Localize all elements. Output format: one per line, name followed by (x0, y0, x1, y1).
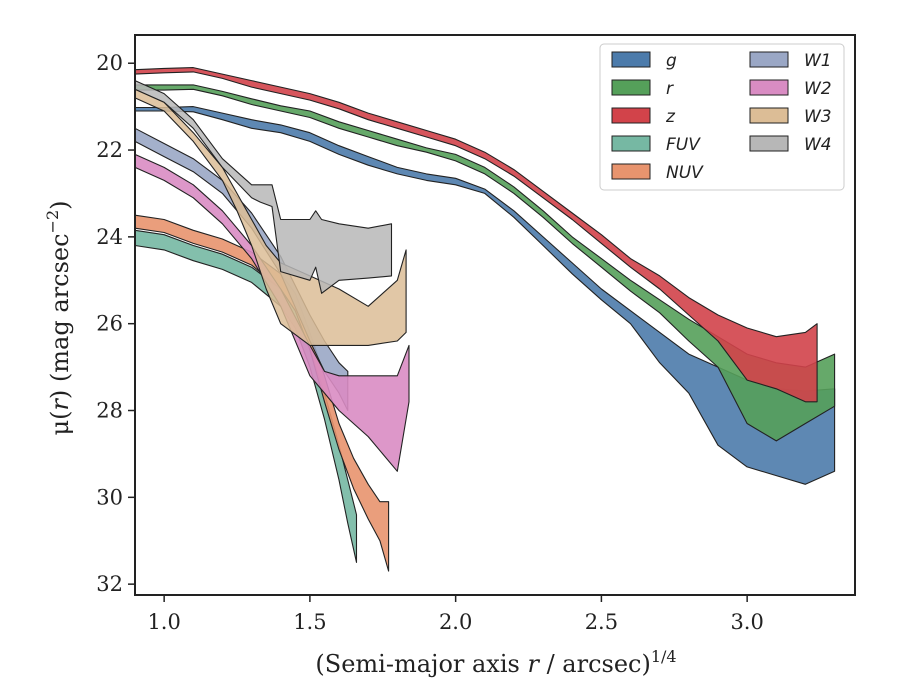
y-tick-label: 24 (96, 225, 123, 249)
x-tick-label: 2.0 (439, 610, 472, 634)
series-band-g (134, 106, 836, 485)
series-band-w4 (134, 80, 393, 294)
legend-swatch-w2 (749, 79, 789, 96)
legend-swatch-g (611, 51, 651, 68)
plot-frame (134, 34, 856, 596)
y-tick-label: 32 (96, 572, 123, 596)
legend-label-nuv: NUV (666, 163, 704, 183)
legend-label-w1: W1 (804, 51, 832, 71)
y-tick-label: 30 (96, 485, 123, 509)
y-tick-label: 22 (96, 138, 123, 162)
x-axis-label: (Semi-major axis r / arcsec)1/4 (315, 647, 676, 678)
series-band-z (134, 67, 818, 403)
legend-label-w4: W4 (804, 135, 832, 155)
legend-label-z: z (665, 107, 676, 127)
legend-label-g: g (666, 51, 677, 71)
y-axis: 20 22 24 26 28 30 32 (96, 51, 135, 596)
legend-label-r: r (666, 79, 674, 99)
legend-label-w3: W3 (804, 107, 832, 127)
y-tick-label: 20 (96, 51, 123, 75)
y-axis-label: μ(r) (mag arcsec−2) (43, 200, 74, 435)
x-tick-label: 1.5 (293, 610, 326, 634)
y-tick-label: 26 (96, 312, 123, 336)
x-axis: 1.0 1.5 2.0 2.5 3.0 (147, 595, 764, 634)
legend-swatch-z (611, 107, 651, 124)
legend-swatch-w1 (749, 51, 789, 68)
series-band-fuv (134, 229, 358, 563)
series-band-r (134, 84, 836, 442)
legend: grz FUV NUV W1 W2 W3 W4 (599, 43, 845, 191)
band-layer (134, 67, 836, 572)
y-tick-label: 28 (96, 399, 123, 423)
legend-swatch-r (611, 79, 651, 96)
legend-swatch-fuv (611, 135, 651, 152)
legend-label-fuv: FUV (666, 135, 701, 155)
legend-swatch-w4 (749, 135, 789, 152)
series-band-w3 (134, 88, 407, 346)
x-tick-label: 2.5 (585, 610, 618, 634)
x-tick-label: 1.0 (147, 610, 180, 634)
legend-swatch-w3 (749, 107, 789, 124)
legend-label-w2: W2 (804, 79, 832, 99)
legend-swatch-nuv (611, 163, 651, 180)
x-tick-label: 3.0 (730, 610, 763, 634)
